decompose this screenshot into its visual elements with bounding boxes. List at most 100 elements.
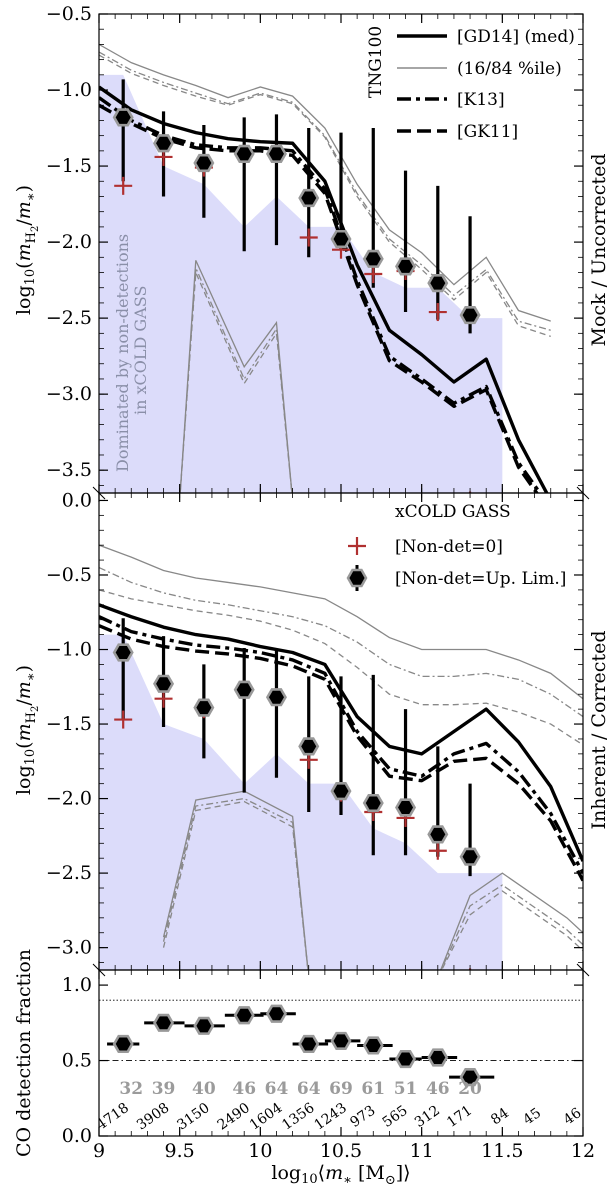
legend-marker-nondet0: [348, 537, 366, 555]
median-line-gk11: [99, 103, 539, 493]
obs-hexagon-marker: [395, 257, 417, 276]
percentile-line-lower: [440, 884, 583, 970]
obs-hexagon-marker: [265, 688, 287, 707]
obs-hexagon-marker: [330, 229, 352, 249]
top-panel-plot: [99, 43, 551, 493]
bottom-panel-plot: [99, 999, 583, 1087]
obs-hexagon-marker: [233, 144, 255, 163]
ytick-label: 0.0: [62, 489, 92, 511]
ytick-label: −3.5: [46, 459, 92, 481]
middle-panel-plot: [99, 544, 583, 970]
ylabel-bottom: CO detection fraction: [13, 949, 35, 1157]
median-line-gd14med: [99, 85, 549, 493]
tng-count-label: 1243: [311, 1100, 349, 1134]
detection-fraction-marker: [459, 1068, 481, 1087]
ytick-label: −2.0: [46, 231, 92, 253]
xcold-count-label: 51: [394, 1079, 418, 1099]
xtick-label: 10: [248, 1140, 272, 1162]
legend-label-nondet0: [Non-det=0]: [395, 537, 503, 557]
obs-hexagon-marker: [153, 134, 175, 153]
xcold-count-label: 40: [192, 1079, 216, 1099]
percentile-line-upper: [99, 43, 551, 322]
ytick-label: 0.0: [62, 1125, 92, 1147]
detection-fraction-marker: [427, 1048, 449, 1067]
obs-hexagon-marker: [427, 274, 449, 293]
obs-hexagon-marker: [298, 737, 320, 756]
side-label-top: Mock / Uncorrected: [588, 154, 610, 347]
obs-hexagon-marker: [112, 108, 134, 127]
tng-count-label: 45: [520, 1105, 544, 1128]
obs-hexagon-marker: [233, 680, 255, 699]
obs-hexagon-marker: [330, 782, 352, 801]
obs-hexagon-marker: [459, 305, 481, 325]
xtick-label: 9.5: [165, 1140, 195, 1162]
xcold-count-label: 61: [361, 1079, 385, 1099]
tng-count-label: 565: [380, 1103, 411, 1131]
ytick-label: −3.0: [46, 383, 92, 405]
tng-count-label: 3908: [134, 1100, 172, 1134]
middle-legend-title: xCOLD GASS: [395, 502, 511, 522]
obs-hexagon-marker: [112, 643, 134, 662]
xcold-count-label: 32: [119, 1079, 143, 1099]
ytick-label: 1.0: [62, 974, 92, 996]
ytick-label: −1.5: [46, 713, 92, 735]
obs-hexagon-marker: [193, 698, 215, 717]
top-legend-title: TNG100: [366, 26, 386, 98]
percentile-line-upper: [99, 544, 583, 700]
obs-hexagon-marker: [459, 847, 481, 866]
legend-label-percentile: (16/84 %ile): [457, 59, 562, 79]
xtick-label: 11: [410, 1140, 434, 1162]
detection-fraction-marker: [153, 1013, 175, 1032]
obs-hexagon-marker: [153, 674, 175, 693]
legend-marker-uplim: [346, 565, 368, 591]
ticks: [98, 13, 584, 1137]
xtick-label: 9: [93, 1140, 105, 1162]
ytick-label: −2.0: [46, 788, 92, 810]
detection-fraction-marker: [233, 1006, 255, 1025]
percentile-line-lower: [440, 872, 583, 970]
xcold-count-label: 69: [329, 1079, 353, 1099]
detection-fraction-marker: [265, 1004, 287, 1023]
percentile-line-lower: [162, 797, 309, 970]
ytick-label: −0.5: [46, 564, 92, 586]
xcold-count-label: 39: [152, 1079, 176, 1099]
xcold-count-label: 64: [265, 1079, 289, 1099]
xtick-label: 11.5: [481, 1140, 523, 1162]
tng-count-label: 2490: [215, 1100, 253, 1134]
detection-fraction-marker: [298, 1034, 320, 1054]
detection-fraction-marker: [330, 1031, 352, 1051]
detection-fraction-marker: [193, 1016, 215, 1035]
detection-fraction-marker: [395, 1049, 417, 1069]
ytick-label: −0.5: [46, 3, 92, 25]
tng-count-label: 3150: [174, 1100, 212, 1134]
obs-hexagon-marker: [427, 825, 449, 844]
legend-label-gd14: [GD14] (med): [457, 27, 575, 47]
ytick-label: −1.5: [46, 155, 92, 177]
ytick-label: −3.0: [46, 937, 92, 959]
percentile-line-upper: [99, 566, 583, 718]
percentile-line-lower: [179, 272, 293, 493]
non-detection-shade-middle: [99, 634, 503, 970]
obs-hexagon-marker: [362, 249, 384, 268]
xcold-count-label: 64: [297, 1079, 321, 1099]
tng-count-label: 973: [347, 1103, 378, 1131]
ylabel-top: log10(mH2/m∗): [13, 185, 41, 315]
xcold-count-label: 20: [458, 1079, 482, 1099]
xlabel: log10⟨m∗ [M⊙]⟩: [271, 1162, 410, 1188]
non-detection-shade-top: [99, 74, 503, 493]
shade-note-line1: Dominated by non-detections: [113, 234, 132, 472]
percentile-line-upper: [99, 589, 583, 746]
xcold-count-label: 46: [426, 1079, 450, 1099]
obs-hexagon-marker: [362, 793, 384, 813]
tng-count-label: 46: [561, 1105, 585, 1128]
tng-count-label: 171: [444, 1103, 475, 1131]
tng-count-label: 1356: [279, 1100, 317, 1134]
median-line-k13: [99, 96, 543, 493]
shade-note-line2: in xCOLD GASS: [131, 286, 150, 415]
tng-count-label: 84: [488, 1105, 512, 1128]
median-line-k13: [99, 615, 583, 874]
side-label-middle: Inherent / Corrected: [588, 631, 610, 830]
legend-label-gk11: [GK11]: [457, 122, 518, 142]
percentile-line-lower: [440, 890, 583, 970]
